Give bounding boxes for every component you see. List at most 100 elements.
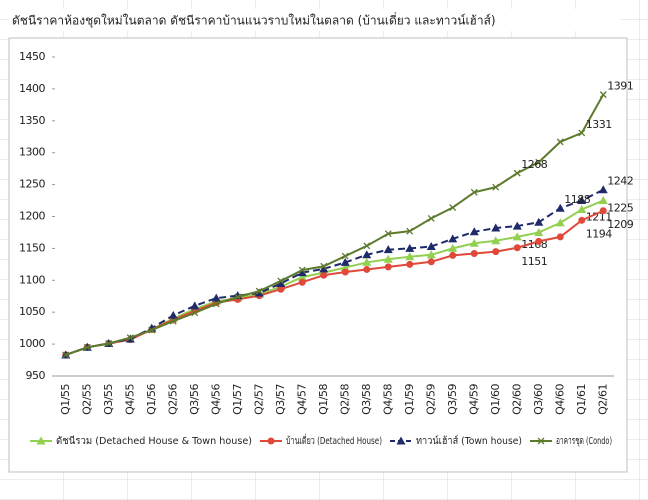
point xyxy=(255,287,263,295)
point xyxy=(427,258,435,266)
x-tick-label: Q1/61 xyxy=(575,384,588,415)
point xyxy=(534,227,544,236)
point xyxy=(599,207,607,215)
point xyxy=(491,236,501,245)
y-tick-label: 1200 xyxy=(19,210,45,223)
data-label: 1268 xyxy=(521,158,547,171)
x-tick-label: Q1/60 xyxy=(489,384,502,415)
point xyxy=(276,278,286,287)
x-tick-label: Q3/59 xyxy=(446,384,459,415)
point xyxy=(513,169,521,177)
x-tick-label: Q1/58 xyxy=(317,384,330,415)
point xyxy=(320,271,328,279)
series-line xyxy=(65,188,604,356)
point xyxy=(362,257,372,266)
legend-label: บ้านเดี่ยว (Detached House) xyxy=(286,433,382,447)
x-tick-label: Q2/59 xyxy=(424,384,437,415)
point xyxy=(492,248,500,256)
point xyxy=(277,277,285,285)
x-tick-label: Q4/55 xyxy=(123,384,136,415)
x-tick-label: Q2/57 xyxy=(252,384,265,415)
y-tick-label: 1000 xyxy=(19,337,45,350)
point xyxy=(384,230,392,238)
data-label: 1242 xyxy=(607,175,633,188)
point xyxy=(384,263,392,271)
point xyxy=(556,233,564,241)
x-tick-label: Q2/58 xyxy=(338,384,351,415)
series-line xyxy=(65,94,605,356)
legend-marker xyxy=(396,436,406,445)
point xyxy=(191,309,199,317)
x-tick-label: Q1/59 xyxy=(403,384,416,415)
point xyxy=(340,257,350,266)
point xyxy=(319,264,329,273)
x-tick-label: Q1/55 xyxy=(59,384,72,415)
point xyxy=(513,244,521,252)
x-tick-label: Q1/57 xyxy=(231,384,244,415)
point xyxy=(577,204,587,213)
point xyxy=(512,221,522,230)
point xyxy=(491,223,501,232)
point xyxy=(427,214,435,222)
legend-label: อาคารชุด (Condo) xyxy=(556,436,612,447)
x-tick-label: Q3/58 xyxy=(360,384,373,415)
point xyxy=(168,310,178,319)
point xyxy=(470,250,478,258)
point xyxy=(363,265,371,273)
x-tick-label: Q2/56 xyxy=(166,384,179,415)
point xyxy=(362,250,372,259)
y-tick-label: 1450 xyxy=(19,50,45,63)
x-tick-label: Q2/60 xyxy=(510,384,523,415)
point xyxy=(340,263,350,272)
legend-marker xyxy=(537,437,545,445)
y-tick-label: 1100 xyxy=(19,273,45,286)
y-tick-label: 1300 xyxy=(19,146,45,159)
x-tick-label: Q4/58 xyxy=(381,384,394,415)
x-tick-label: Q3/55 xyxy=(102,384,115,415)
point xyxy=(298,266,306,274)
legend-marker xyxy=(36,436,46,445)
point xyxy=(578,129,586,137)
data-label: 1331 xyxy=(586,118,612,131)
x-tick-label: Q3/57 xyxy=(274,384,287,415)
point xyxy=(535,237,543,245)
point xyxy=(105,340,113,347)
chart-title: ดัชนีราคาห้องชุดใหม่ในตลาด ดัชนีราคาบ้าน… xyxy=(12,12,496,29)
point xyxy=(341,252,349,260)
point xyxy=(555,203,565,212)
point xyxy=(169,317,177,325)
point xyxy=(148,326,156,334)
x-tick-label: Q2/55 xyxy=(80,384,93,415)
point xyxy=(555,218,565,227)
point xyxy=(512,232,522,241)
point xyxy=(406,227,414,235)
point xyxy=(320,262,328,270)
data-label: 1188 xyxy=(564,193,590,206)
y-tick-label: 1400 xyxy=(19,82,45,95)
point xyxy=(448,234,458,243)
point xyxy=(190,301,200,310)
legend-label: ดัชนีรวม (Detached House & Town house) xyxy=(56,435,252,447)
x-tick-label: Q2/61 xyxy=(596,384,609,415)
point xyxy=(470,188,478,196)
y-tick-label: 1150 xyxy=(19,241,45,254)
x-tick-label: Q3/60 xyxy=(532,384,545,415)
point xyxy=(405,243,415,252)
x-tick-label: Q4/59 xyxy=(467,384,480,415)
title-cell xyxy=(9,9,621,31)
y-tick-label: 1350 xyxy=(19,114,45,127)
x-tick-label: Q1/56 xyxy=(145,384,158,415)
point xyxy=(449,204,457,212)
point xyxy=(297,272,307,281)
point xyxy=(212,300,220,308)
point xyxy=(578,216,586,224)
data-label: 1391 xyxy=(607,80,633,93)
point xyxy=(598,185,608,194)
y-tick-label: 950 xyxy=(26,369,46,382)
point xyxy=(277,285,285,293)
point xyxy=(449,251,457,259)
point xyxy=(448,243,458,252)
point xyxy=(469,238,479,247)
x-tick-label: Q4/60 xyxy=(553,384,566,415)
